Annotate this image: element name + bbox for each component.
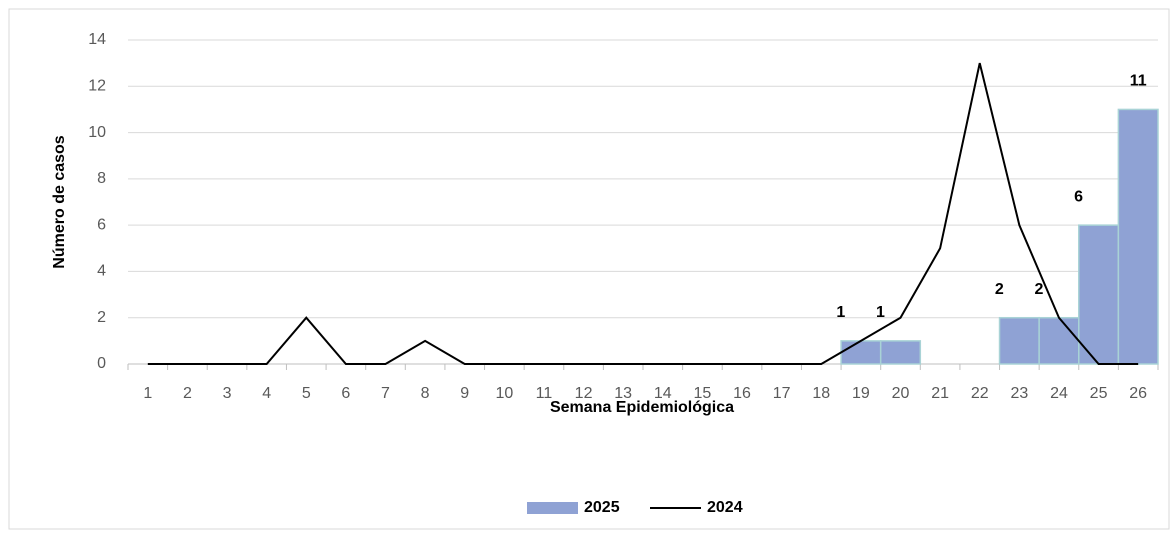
x-tick-label: 24 xyxy=(1050,385,1068,402)
y-tick-label: 6 xyxy=(97,216,106,233)
data-label: 1 xyxy=(836,304,845,321)
x-tick-label: 17 xyxy=(773,385,791,402)
line xyxy=(147,62,1139,365)
x-tick-label: 13 xyxy=(614,385,632,402)
x-tick-label: 25 xyxy=(1090,385,1108,402)
y-tick-label: 2 xyxy=(97,309,106,326)
x-tick-label: 3 xyxy=(223,385,232,402)
data-label: 6 xyxy=(1074,188,1083,205)
data-label: 2 xyxy=(1035,281,1044,298)
y-axis-title: Número de casos xyxy=(51,135,68,268)
bar xyxy=(1117,108,1159,365)
x-tick-label: 7 xyxy=(381,385,390,402)
x-tick-label: 15 xyxy=(694,385,712,402)
bar xyxy=(840,340,882,365)
legend-label: 2025 xyxy=(584,499,620,516)
x-tick-label: 14 xyxy=(654,385,672,402)
x-tick-label: 22 xyxy=(971,385,989,402)
x-tick-label: 8 xyxy=(421,385,430,402)
bar xyxy=(1038,316,1080,365)
y-tick-label: 14 xyxy=(88,31,106,48)
legend-label: 2024 xyxy=(707,499,743,516)
chart-border xyxy=(8,8,1170,530)
x-tick-label: 16 xyxy=(733,385,751,402)
y-tick-label: 0 xyxy=(97,355,106,372)
data-label: 1 xyxy=(876,304,885,321)
x-tick-label: 21 xyxy=(931,385,949,402)
x-tick-label: 23 xyxy=(1010,385,1028,402)
x-tick-label: 19 xyxy=(852,385,870,402)
x-tick-label: 5 xyxy=(302,385,311,402)
data-label: 2 xyxy=(995,281,1004,298)
x-tick-label: 11 xyxy=(536,385,553,402)
x-tick-label: 1 xyxy=(143,385,152,402)
x-axis-title: Semana Epidemiológica xyxy=(550,399,734,416)
y-tick-label: 10 xyxy=(88,124,106,141)
x-tick-label: 9 xyxy=(460,385,469,402)
bar xyxy=(1078,224,1120,365)
y-tick-label: 12 xyxy=(88,78,106,95)
x-tick-label: 18 xyxy=(812,385,830,402)
bar xyxy=(879,340,922,365)
x-tick-label: 20 xyxy=(892,385,910,402)
x-tick-label: 26 xyxy=(1129,385,1147,402)
bar xyxy=(998,316,1040,365)
x-tick-label: 10 xyxy=(495,385,513,402)
x-tick-label: 4 xyxy=(262,385,271,402)
y-tick-label: 8 xyxy=(97,170,106,187)
y-tick-label: 4 xyxy=(97,263,106,280)
legend-swatch xyxy=(527,502,578,514)
x-tick-label: 2 xyxy=(183,385,192,402)
data-label: 11 xyxy=(1130,73,1147,90)
x-tick-label: 12 xyxy=(575,385,593,402)
x-tick-label: 6 xyxy=(341,385,350,402)
